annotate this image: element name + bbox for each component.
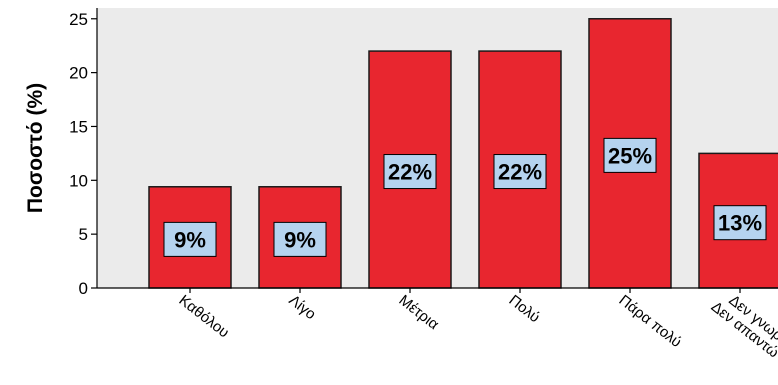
y-tick-label-10: 10 xyxy=(69,171,88,190)
category-label-1: Καθόλου xyxy=(176,292,233,342)
category-label-5: Πάρα πολύ xyxy=(616,292,685,351)
data-label-text: 22% xyxy=(388,160,432,185)
y-tick-label-5: 5 xyxy=(79,225,88,244)
y-tick-label-0: 0 xyxy=(79,279,88,298)
data-label-1: 9% xyxy=(163,221,217,257)
y-tick-label-20: 20 xyxy=(69,64,88,83)
data-label-text: 9% xyxy=(174,227,206,252)
data-label-text: 9% xyxy=(284,227,316,252)
data-label-text: 13% xyxy=(718,211,762,236)
category-label-6: Δεν γνωρίζω /Δεν απαντώ xyxy=(708,286,778,376)
data-label-3: 22% xyxy=(383,154,437,190)
data-label-2: 9% xyxy=(273,221,327,257)
y-axis-title: Ποσοστό (%) xyxy=(24,83,47,213)
category-label-3: Μέτρια xyxy=(396,292,443,334)
data-label-box xyxy=(493,154,547,190)
y-tick-label-15: 15 xyxy=(69,117,88,136)
category-label-4: Πολύ xyxy=(506,292,543,326)
data-label-box xyxy=(163,221,217,257)
data-label-box xyxy=(273,221,327,257)
category-label-2: Λίγο xyxy=(286,292,319,323)
data-label-text: 25% xyxy=(608,143,652,168)
data-label-4: 22% xyxy=(493,154,547,190)
data-label-box xyxy=(383,154,437,190)
data-label-5: 25% xyxy=(603,137,657,173)
data-label-6: 13% xyxy=(713,205,767,241)
data-label-box xyxy=(603,137,657,173)
data-label-box xyxy=(713,205,767,241)
y-tick-label-25: 25 xyxy=(69,10,88,29)
data-label-text: 22% xyxy=(498,160,542,185)
